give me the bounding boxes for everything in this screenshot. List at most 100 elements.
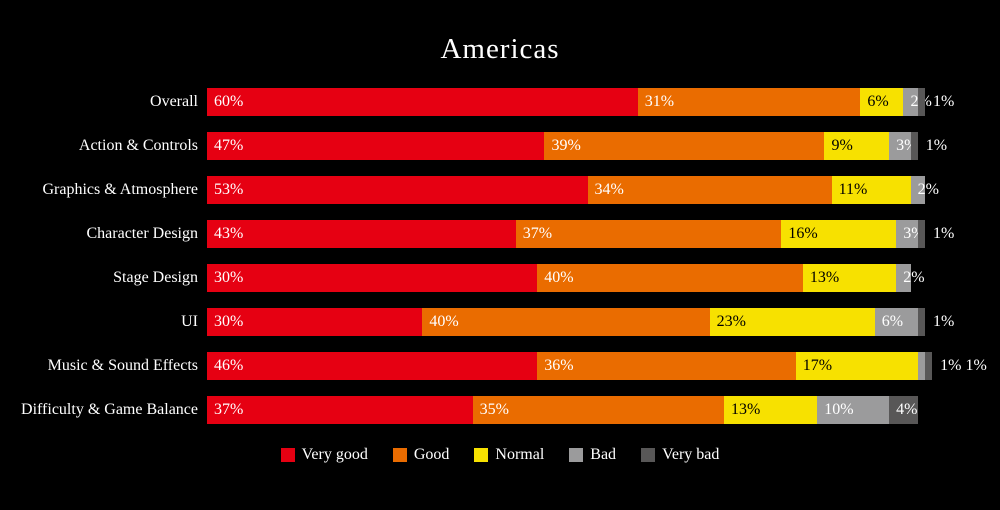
legend-swatch-icon — [641, 448, 656, 462]
bar-track: 30% 40% 13% 2% — [207, 264, 925, 292]
segment-value-label: 43% — [214, 225, 244, 242]
bar-segment-normal: 16% — [781, 220, 897, 248]
segment-value-label: 30% — [214, 313, 244, 330]
segment-value-label: 16% — [788, 225, 818, 242]
legend-swatch-icon — [392, 448, 407, 462]
category-label: Action & Controls — [78, 137, 198, 154]
legend-item-bad: Bad — [569, 446, 616, 464]
bar-segment-good: 40% — [422, 308, 710, 336]
segment-value-label: 40% — [429, 313, 459, 330]
segment-value-label: 17% — [802, 357, 833, 374]
bar-segment-good: 34% — [587, 176, 832, 204]
segment-value-label: 4% — [896, 401, 918, 418]
segment-value-label: 2% — [903, 269, 925, 286]
legend-swatch-icon — [474, 448, 489, 462]
segment-value-label: 40% — [544, 269, 574, 286]
bar-track: 53% 34% 11% 2% — [207, 176, 939, 204]
bar-segment-normal: 9% — [824, 132, 890, 160]
segment-value-label: 6% — [881, 313, 904, 330]
segment-value-label: 34% — [594, 181, 624, 198]
legend-swatch-icon — [280, 448, 295, 462]
bar-segment-good: 40% — [537, 264, 803, 292]
bar-segment-very-good: 30% — [207, 308, 423, 336]
bar-segment-bad: 2% — [910, 176, 939, 204]
bar-segment-normal: 23% — [709, 308, 875, 336]
segment-value-label: 13% — [809, 269, 840, 286]
legend-label: Good — [413, 446, 450, 463]
bar-segment-good: 36% — [537, 352, 796, 380]
segment-value-label: 47% — [214, 137, 244, 154]
segment-value-label: 10% — [824, 401, 854, 418]
outside-value-labels: 1% — [932, 313, 955, 330]
bar-segment-very-bad — [917, 308, 925, 336]
segment-value-label: 60% — [214, 93, 244, 110]
segment-value-label: 30% — [214, 269, 244, 286]
bar-segment-normal: 13% — [802, 264, 897, 292]
legend: Very good Good Normal Bad Very bad — [0, 446, 1000, 464]
legend-item-very-bad: Very bad — [641, 446, 719, 464]
outside-value-labels: 1% — [932, 93, 955, 110]
bar-row: Music & Sound Effects 46% 36% 17% 1% 1% — [0, 352, 1000, 380]
category-label: Character Design — [86, 225, 198, 242]
segment-value-label: 23% — [716, 313, 746, 330]
outside-value-labels: 1% 1% — [940, 357, 987, 374]
segment-value-label: 36% — [544, 357, 574, 374]
bar-segment-very-good: 53% — [207, 176, 588, 204]
bar-segment-normal: 11% — [831, 176, 911, 204]
bar-segment-normal: 6% — [860, 88, 904, 116]
category-label: Graphics & Atmosphere — [42, 181, 198, 198]
bar-row: Overall 60% 31% 6% 2%1% — [0, 88, 1000, 116]
segment-value-label: 37% — [522, 225, 553, 242]
category-label: Difficulty & Game Balance — [21, 401, 198, 418]
segment-value-label: 9% — [831, 137, 853, 154]
outside-value-labels: 1% — [932, 225, 955, 242]
legend-label: Normal — [495, 446, 545, 463]
bar-segment-bad: 2% — [903, 88, 932, 116]
bar-segment-bad — [917, 352, 925, 380]
bar-segment-bad: 3% — [889, 132, 917, 160]
category-label: Overall — [150, 93, 198, 110]
bar-track: 47% 39% 9% 3% 1% — [207, 132, 947, 160]
bar-segment-very-good: 43% — [207, 220, 516, 248]
segment-value-label: 13% — [730, 401, 761, 418]
bar-segment-very-bad — [910, 132, 918, 160]
bar-segment-bad: 6% — [874, 308, 918, 336]
bar-segment-very-bad — [917, 88, 925, 116]
segment-value-label: 2% — [917, 181, 939, 198]
bar-track: 46% 36% 17% 1% 1% — [207, 352, 987, 380]
bar-segment-bad: 10% — [817, 396, 890, 424]
bar-segment-good: 31% — [637, 88, 861, 116]
bar-segment-very-good: 37% — [207, 396, 473, 424]
chart-title: Americas — [440, 33, 560, 65]
segment-value-label: 11% — [838, 181, 868, 198]
segment-value-label: 35% — [479, 401, 509, 418]
outside-value-labels: 1% — [925, 137, 948, 154]
bar-row: Stage Design 30% 40% 13% 2% — [0, 264, 1000, 292]
bar-segment-bad: 3% — [896, 220, 925, 248]
category-label: Music & Sound Effects — [47, 357, 198, 374]
bar-segment-very-good: 46% — [207, 352, 538, 380]
bar-segment-very-bad — [917, 220, 925, 248]
legend-item-good: Good — [392, 446, 450, 464]
legend-item-normal: Normal — [474, 446, 544, 464]
segment-value-label: 31% — [644, 93, 675, 110]
segment-value-label: 46% — [214, 357, 244, 374]
bar-segment-normal: 17% — [795, 352, 918, 380]
bar-row: Graphics & Atmosphere 53% 34% 11% 2% — [0, 176, 1000, 204]
category-label: UI — [181, 313, 198, 330]
bar-segment-very-bad: 4% — [889, 396, 918, 424]
legend-item-very-good: Very good — [280, 446, 368, 464]
bar-track: 60% 31% 6% 2%1% — [207, 88, 954, 116]
bar-row: Character Design 43% 37% 16% 3% 1% — [0, 220, 1000, 248]
bar-segment-normal: 13% — [723, 396, 818, 424]
segment-value-label: 37% — [214, 401, 244, 418]
legend-label: Very bad — [662, 446, 720, 463]
bar-segment-good: 35% — [472, 396, 724, 424]
bar-segment-very-bad — [924, 352, 933, 380]
bar-track: 30% 40% 23% 6% 1% — [207, 308, 954, 336]
legend-label: Bad — [590, 446, 617, 463]
segment-value-label: 6% — [867, 93, 889, 110]
legend-label: Very good — [301, 446, 368, 463]
